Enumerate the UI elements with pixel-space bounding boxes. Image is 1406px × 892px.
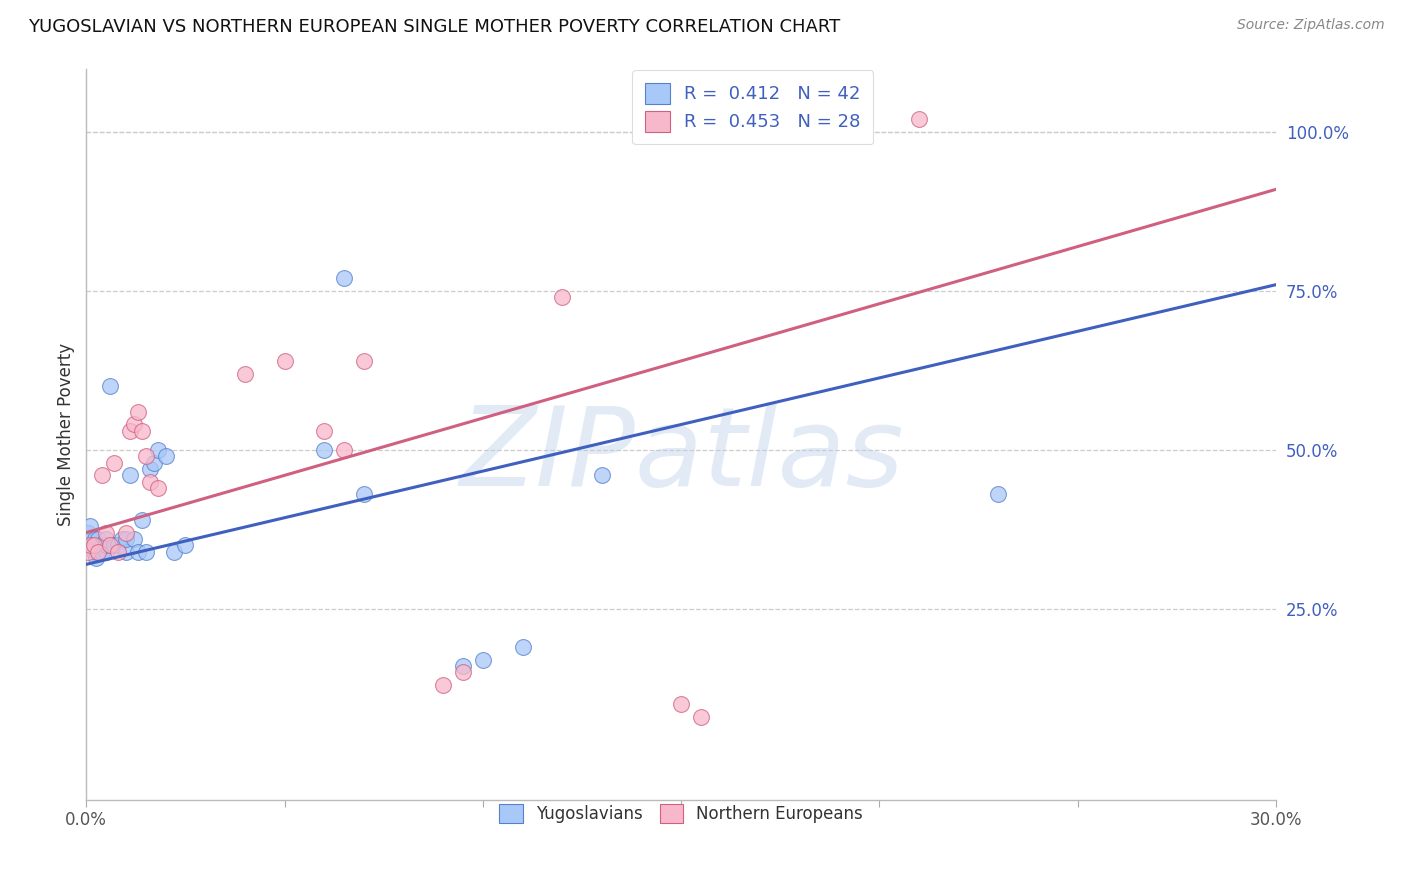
- Point: [669, 697, 692, 711]
- Point: [79, 538, 101, 552]
- Point: [135, 544, 157, 558]
- Point: [83, 538, 105, 552]
- Point: [84, 532, 107, 546]
- Point: [103, 456, 125, 470]
- Point: [451, 665, 474, 680]
- Point: [142, 456, 165, 470]
- Point: [94, 525, 117, 540]
- Point: [314, 424, 336, 438]
- Y-axis label: Single Mother Poverty: Single Mother Poverty: [58, 343, 75, 525]
- Text: ZIPatlas: ZIPatlas: [458, 402, 904, 509]
- Legend: Yugoslavians, Northern Europeans: Yugoslavians, Northern Europeans: [488, 792, 875, 835]
- Point: [107, 538, 129, 552]
- Point: [87, 538, 110, 552]
- Point: [87, 544, 110, 558]
- Point: [115, 544, 138, 558]
- Point: [94, 532, 117, 546]
- Point: [353, 487, 375, 501]
- Point: [115, 525, 138, 540]
- Point: [127, 544, 149, 558]
- Point: [471, 653, 494, 667]
- Point: [79, 519, 101, 533]
- Point: [84, 551, 107, 566]
- Point: [107, 544, 129, 558]
- Point: [98, 538, 121, 552]
- Point: [91, 468, 114, 483]
- Point: [139, 475, 162, 489]
- Point: [551, 290, 574, 304]
- Point: [690, 710, 713, 724]
- Point: [146, 481, 169, 495]
- Point: [333, 442, 356, 457]
- Point: [91, 544, 114, 558]
- Point: [908, 112, 931, 127]
- Point: [591, 468, 613, 483]
- Point: [118, 468, 141, 483]
- Point: [233, 367, 256, 381]
- Point: [273, 354, 295, 368]
- Point: [122, 417, 145, 432]
- Point: [122, 532, 145, 546]
- Point: [131, 513, 153, 527]
- Text: YUGOSLAVIAN VS NORTHERN EUROPEAN SINGLE MOTHER POVERTY CORRELATION CHART: YUGOSLAVIAN VS NORTHERN EUROPEAN SINGLE …: [28, 18, 841, 36]
- Point: [77, 525, 100, 540]
- Point: [111, 532, 134, 546]
- Text: Source: ZipAtlas.com: Source: ZipAtlas.com: [1237, 18, 1385, 32]
- Point: [103, 538, 125, 552]
- Point: [94, 538, 117, 552]
- Point: [94, 544, 117, 558]
- Point: [87, 544, 110, 558]
- Point: [83, 538, 105, 552]
- Point: [82, 538, 104, 552]
- Point: [139, 462, 162, 476]
- Point: [353, 354, 375, 368]
- Point: [77, 544, 100, 558]
- Point: [98, 379, 121, 393]
- Point: [146, 442, 169, 457]
- Point: [155, 450, 177, 464]
- Point: [135, 450, 157, 464]
- Point: [87, 544, 110, 558]
- Point: [131, 424, 153, 438]
- Point: [512, 640, 534, 654]
- Point: [87, 532, 110, 546]
- Point: [83, 544, 105, 558]
- Point: [91, 538, 114, 552]
- Point: [80, 532, 103, 546]
- Point: [127, 405, 149, 419]
- Point: [162, 544, 184, 558]
- Point: [314, 442, 336, 457]
- Point: [118, 424, 141, 438]
- Point: [987, 487, 1010, 501]
- Point: [451, 659, 474, 673]
- Point: [432, 678, 454, 692]
- Point: [174, 538, 197, 552]
- Point: [333, 271, 356, 285]
- Point: [115, 532, 138, 546]
